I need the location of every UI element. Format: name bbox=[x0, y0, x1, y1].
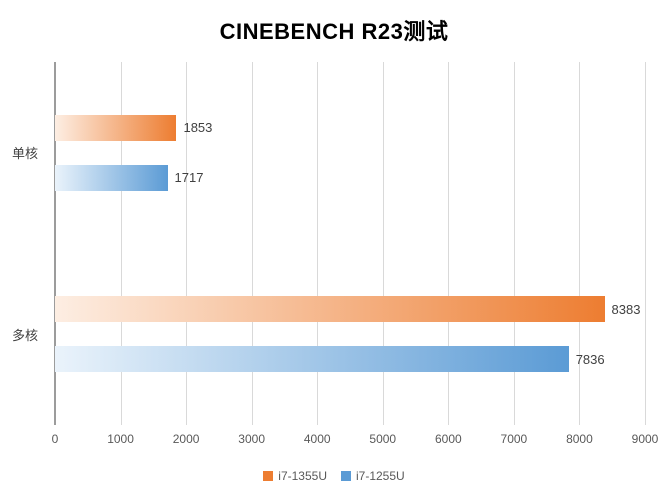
gridline bbox=[579, 62, 581, 425]
x-tick-label: 7000 bbox=[500, 432, 528, 446]
category-label: 多核 bbox=[11, 327, 38, 343]
bar-i7-1355U bbox=[55, 296, 605, 323]
bar-i7-1355U bbox=[55, 114, 177, 141]
data-label: 1717 bbox=[174, 170, 204, 186]
legend-label: i7-1255U bbox=[356, 469, 405, 483]
chart-title: CINEBENCH R23测试 bbox=[219, 19, 449, 44]
category-label: 单核 bbox=[11, 146, 38, 162]
x-tick-label: 3000 bbox=[238, 432, 266, 446]
x-tick-label: 0 bbox=[51, 432, 59, 446]
data-label: 8383 bbox=[611, 301, 641, 317]
x-tick-label: 6000 bbox=[434, 432, 462, 446]
x-tick-label: 9000 bbox=[631, 432, 659, 446]
bar-group-1: 1853 1717 bbox=[55, 62, 645, 244]
gridline bbox=[317, 62, 319, 425]
gridline bbox=[186, 62, 188, 425]
bar-row: 1717 bbox=[55, 164, 645, 191]
x-tick-label: 1000 bbox=[107, 432, 134, 446]
gridline bbox=[513, 62, 515, 425]
gridline bbox=[645, 62, 646, 425]
legend-item-i7-1255U: i7-1255U bbox=[341, 469, 405, 483]
gridline bbox=[251, 62, 253, 425]
bar-i7-1255U bbox=[55, 164, 168, 191]
gridline bbox=[120, 62, 122, 425]
bar-group-2: 8383 7836 bbox=[55, 244, 645, 426]
x-tick-label: 5000 bbox=[369, 432, 397, 446]
bar-i7-1255U bbox=[55, 346, 569, 373]
gridline bbox=[382, 62, 384, 425]
x-tick-label: 2000 bbox=[172, 432, 200, 446]
bar-groups: 1853 1717 8383 7836 bbox=[55, 62, 645, 425]
x-tick-label: 4000 bbox=[303, 432, 331, 446]
data-label: 7836 bbox=[575, 351, 605, 367]
y-axis-category-labels: 单核 多核 bbox=[0, 62, 47, 425]
legend: i7-1355U i7-1255U bbox=[0, 469, 668, 483]
gridline bbox=[448, 62, 450, 425]
bar-row: 1853 bbox=[55, 114, 645, 141]
data-label: 1853 bbox=[183, 120, 213, 136]
legend-label: i7-1355U bbox=[278, 469, 327, 483]
x-tick-label: 8000 bbox=[566, 432, 593, 446]
y-axis-line bbox=[54, 62, 56, 425]
legend-swatch bbox=[263, 471, 274, 481]
plot-area: 1853 1717 8383 7836 bbox=[54, 62, 646, 425]
legend-item-i7-1355U: i7-1355U bbox=[263, 469, 327, 483]
legend-swatch bbox=[341, 471, 351, 481]
bar-row: 7836 bbox=[55, 346, 645, 373]
x-axis-tick-labels: 0 1000 2000 3000 4000 5000 6000 7000 8000 9000 bbox=[51, 432, 659, 448]
bar-row: 8383 bbox=[55, 296, 645, 323]
